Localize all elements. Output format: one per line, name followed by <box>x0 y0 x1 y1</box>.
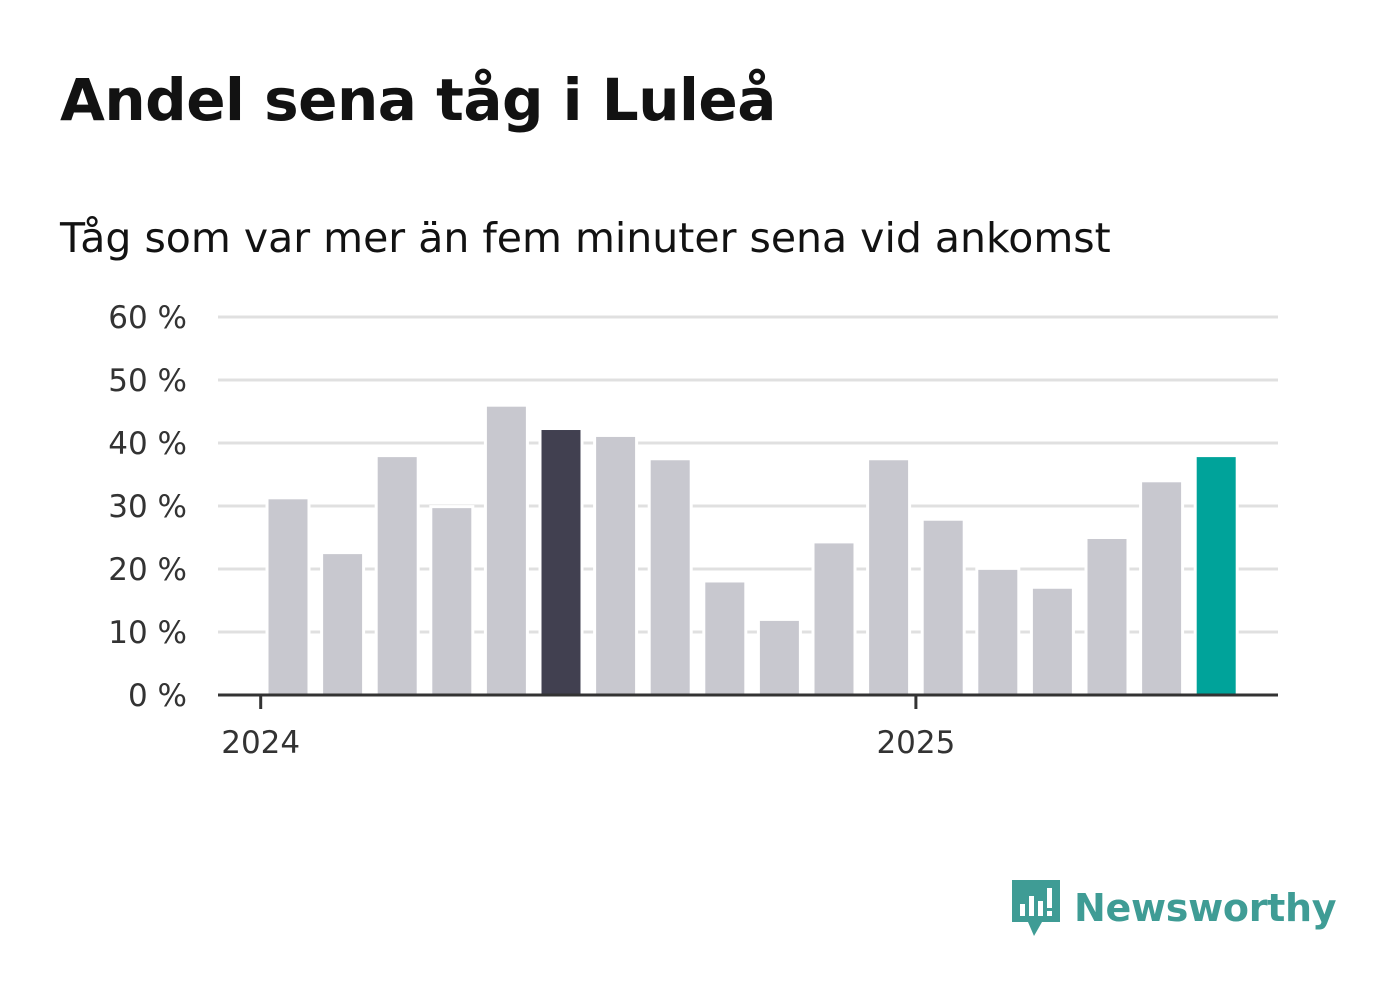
bar <box>538 427 584 697</box>
bar <box>1084 536 1130 697</box>
bar <box>429 505 475 697</box>
x-tick-label: 2024 <box>221 725 300 761</box>
y-tick-label: 40 % <box>108 426 187 462</box>
bar <box>320 551 366 697</box>
bar <box>702 579 748 697</box>
brand-name: Newsworthy <box>1074 886 1337 930</box>
bar <box>811 540 857 697</box>
bar <box>647 457 693 697</box>
y-axis-labels: 0 % 10 % 20 % 30 % 40 % 50 % 60 % <box>108 300 187 714</box>
bar <box>975 566 1021 697</box>
bar <box>866 457 912 697</box>
brand-logo: Newsworthy <box>1010 878 1337 938</box>
bar <box>483 403 529 697</box>
chart-subtitle: Tåg som var mer än fem minuter sena vid … <box>60 214 1111 262</box>
bar <box>1029 585 1075 697</box>
bar <box>1193 454 1239 697</box>
bar <box>593 433 639 697</box>
bar <box>756 617 802 697</box>
y-tick-label: 0 % <box>128 678 187 714</box>
newsworthy-logo-icon <box>1012 880 1060 936</box>
bar <box>1139 479 1185 697</box>
chart-title: Andel sena tåg i Luleå <box>60 66 776 134</box>
y-tick-label: 60 % <box>108 300 187 336</box>
bar <box>920 517 966 697</box>
x-tick-label: 2025 <box>876 725 955 761</box>
x-axis-labels: 2024 2025 <box>221 725 955 761</box>
bar <box>374 454 420 697</box>
bars <box>265 403 1239 697</box>
y-tick-label: 50 % <box>108 363 187 399</box>
bar <box>265 496 311 697</box>
x-axis <box>218 693 1278 709</box>
bar-chart: 0 % 10 % 20 % 30 % 40 % 50 % 60 % 2024 2025 <box>108 300 1278 761</box>
y-tick-label: 20 % <box>108 552 187 588</box>
y-tick-label: 10 % <box>108 615 187 651</box>
y-tick-label: 30 % <box>108 489 187 525</box>
